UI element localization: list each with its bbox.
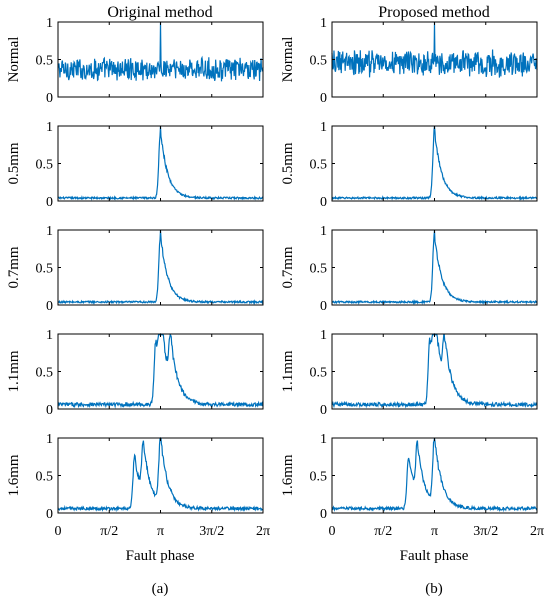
axes-box bbox=[57, 437, 264, 514]
x-tick-label: 3π/2 bbox=[199, 524, 224, 539]
panel-1-2: 0 0.5 1 0.7mm bbox=[280, 224, 538, 314]
y-tick-label: 1 bbox=[320, 120, 327, 135]
row-label-1.6mm: 1.6mm bbox=[6, 454, 22, 496]
x-tick-label: 3π/2 bbox=[473, 524, 498, 539]
y-tick-label: 0 bbox=[46, 91, 53, 106]
panel-1-3: 0 0.5 1 1.1mm bbox=[280, 328, 538, 418]
panels-group: 0 0.5 1 Normal 0 0.5 1 0.5mm 0 0.5 1 0.7mm 0 0.5 1 1.1m… bbox=[6, 16, 544, 539]
panel-0-0: 0 0.5 1 Normal bbox=[6, 16, 264, 106]
series-line bbox=[57, 436, 264, 513]
x-tick-label: 0 bbox=[329, 524, 336, 539]
y-tick-label: 1 bbox=[46, 432, 53, 447]
y-tick-label: 1 bbox=[320, 224, 327, 239]
panel-1-4: 0 0.5 1 0 π/2 π 3π/2 2π 1.6mm bbox=[280, 432, 544, 539]
x-tick-label: 2π bbox=[256, 524, 270, 539]
y-tick-label: 0.5 bbox=[36, 54, 54, 69]
y-tick-label: 0 bbox=[320, 195, 327, 210]
column-title-original: Original method bbox=[107, 4, 212, 21]
y-tick-label: 0 bbox=[46, 299, 53, 314]
y-tick-label: 0.5 bbox=[310, 366, 328, 381]
axes-box bbox=[331, 125, 538, 202]
y-tick-label: 0.5 bbox=[310, 158, 328, 173]
y-tick-label: 1 bbox=[320, 432, 327, 447]
y-tick-label: 0.5 bbox=[310, 54, 328, 69]
x-tick-label: 2π bbox=[530, 524, 544, 539]
panel-0-1: 0 0.5 1 0.5mm bbox=[6, 120, 264, 210]
axes-box bbox=[57, 333, 264, 410]
series-line bbox=[57, 125, 264, 201]
panel-0-3: 0 0.5 1 1.1mm bbox=[6, 328, 264, 418]
series-line bbox=[331, 437, 538, 513]
x-tick-label: π bbox=[157, 524, 164, 539]
y-tick-label: 0.5 bbox=[310, 262, 328, 277]
series-line bbox=[331, 332, 538, 409]
x-tick-label: π bbox=[431, 524, 438, 539]
panel-0-4: 0 0.5 1 0 π/2 π 3π/2 2π 1.6mm bbox=[6, 432, 270, 539]
row-label-Normal: Normal bbox=[280, 37, 296, 83]
x-tick-label: π/2 bbox=[374, 524, 392, 539]
row-label-0.5mm: 0.5mm bbox=[280, 142, 296, 184]
row-label-Normal: Normal bbox=[6, 37, 22, 83]
panel-1-1: 0 0.5 1 0.5mm bbox=[280, 120, 538, 210]
y-tick-label: 0 bbox=[46, 403, 53, 418]
y-tick-label: 0.5 bbox=[36, 158, 54, 173]
row-label-0.7mm: 0.7mm bbox=[280, 246, 296, 288]
x-axis-label-left: Fault phase bbox=[126, 548, 195, 564]
y-tick-label: 1 bbox=[46, 120, 53, 135]
y-tick-label: 0.5 bbox=[36, 262, 54, 277]
x-axis-label-right: Fault phase bbox=[400, 548, 469, 564]
series-line bbox=[331, 229, 538, 305]
row-label-1.6mm: 1.6mm bbox=[280, 454, 296, 496]
y-tick-label: 1 bbox=[320, 328, 327, 343]
axes-box bbox=[331, 437, 538, 514]
panel-1-0: 0 0.5 1 Normal bbox=[280, 16, 538, 106]
axes-box bbox=[57, 229, 264, 306]
series-line bbox=[331, 125, 538, 201]
axes-box bbox=[331, 333, 538, 410]
y-tick-label: 0.5 bbox=[310, 470, 328, 485]
y-tick-label: 0 bbox=[320, 91, 327, 106]
series-line bbox=[57, 332, 264, 409]
y-tick-label: 0 bbox=[46, 507, 53, 522]
x-tick-label: 0 bbox=[55, 524, 62, 539]
series-line bbox=[57, 229, 264, 305]
y-tick-label: 0 bbox=[46, 195, 53, 210]
y-tick-label: 1 bbox=[320, 16, 327, 31]
y-tick-label: 0.5 bbox=[36, 470, 54, 485]
caption-a: (a) bbox=[152, 581, 169, 597]
series-line bbox=[331, 21, 538, 78]
row-label-1.1mm: 1.1mm bbox=[6, 350, 22, 392]
y-tick-label: 0.5 bbox=[36, 366, 54, 381]
row-label-0.7mm: 0.7mm bbox=[6, 246, 22, 288]
row-label-0.5mm: 0.5mm bbox=[6, 142, 22, 184]
y-tick-label: 0 bbox=[320, 507, 327, 522]
row-label-1.1mm: 1.1mm bbox=[280, 350, 296, 392]
caption-b: (b) bbox=[425, 581, 443, 597]
y-tick-label: 1 bbox=[46, 224, 53, 239]
y-tick-label: 0 bbox=[320, 299, 327, 314]
y-tick-label: 0 bbox=[320, 403, 327, 418]
y-tick-label: 1 bbox=[46, 16, 53, 31]
y-tick-label: 1 bbox=[46, 328, 53, 343]
x-tick-label: π/2 bbox=[100, 524, 118, 539]
series-line bbox=[57, 21, 264, 82]
column-title-proposed: Proposed method bbox=[378, 4, 490, 21]
panel-0-2: 0 0.5 1 0.7mm bbox=[6, 224, 264, 314]
